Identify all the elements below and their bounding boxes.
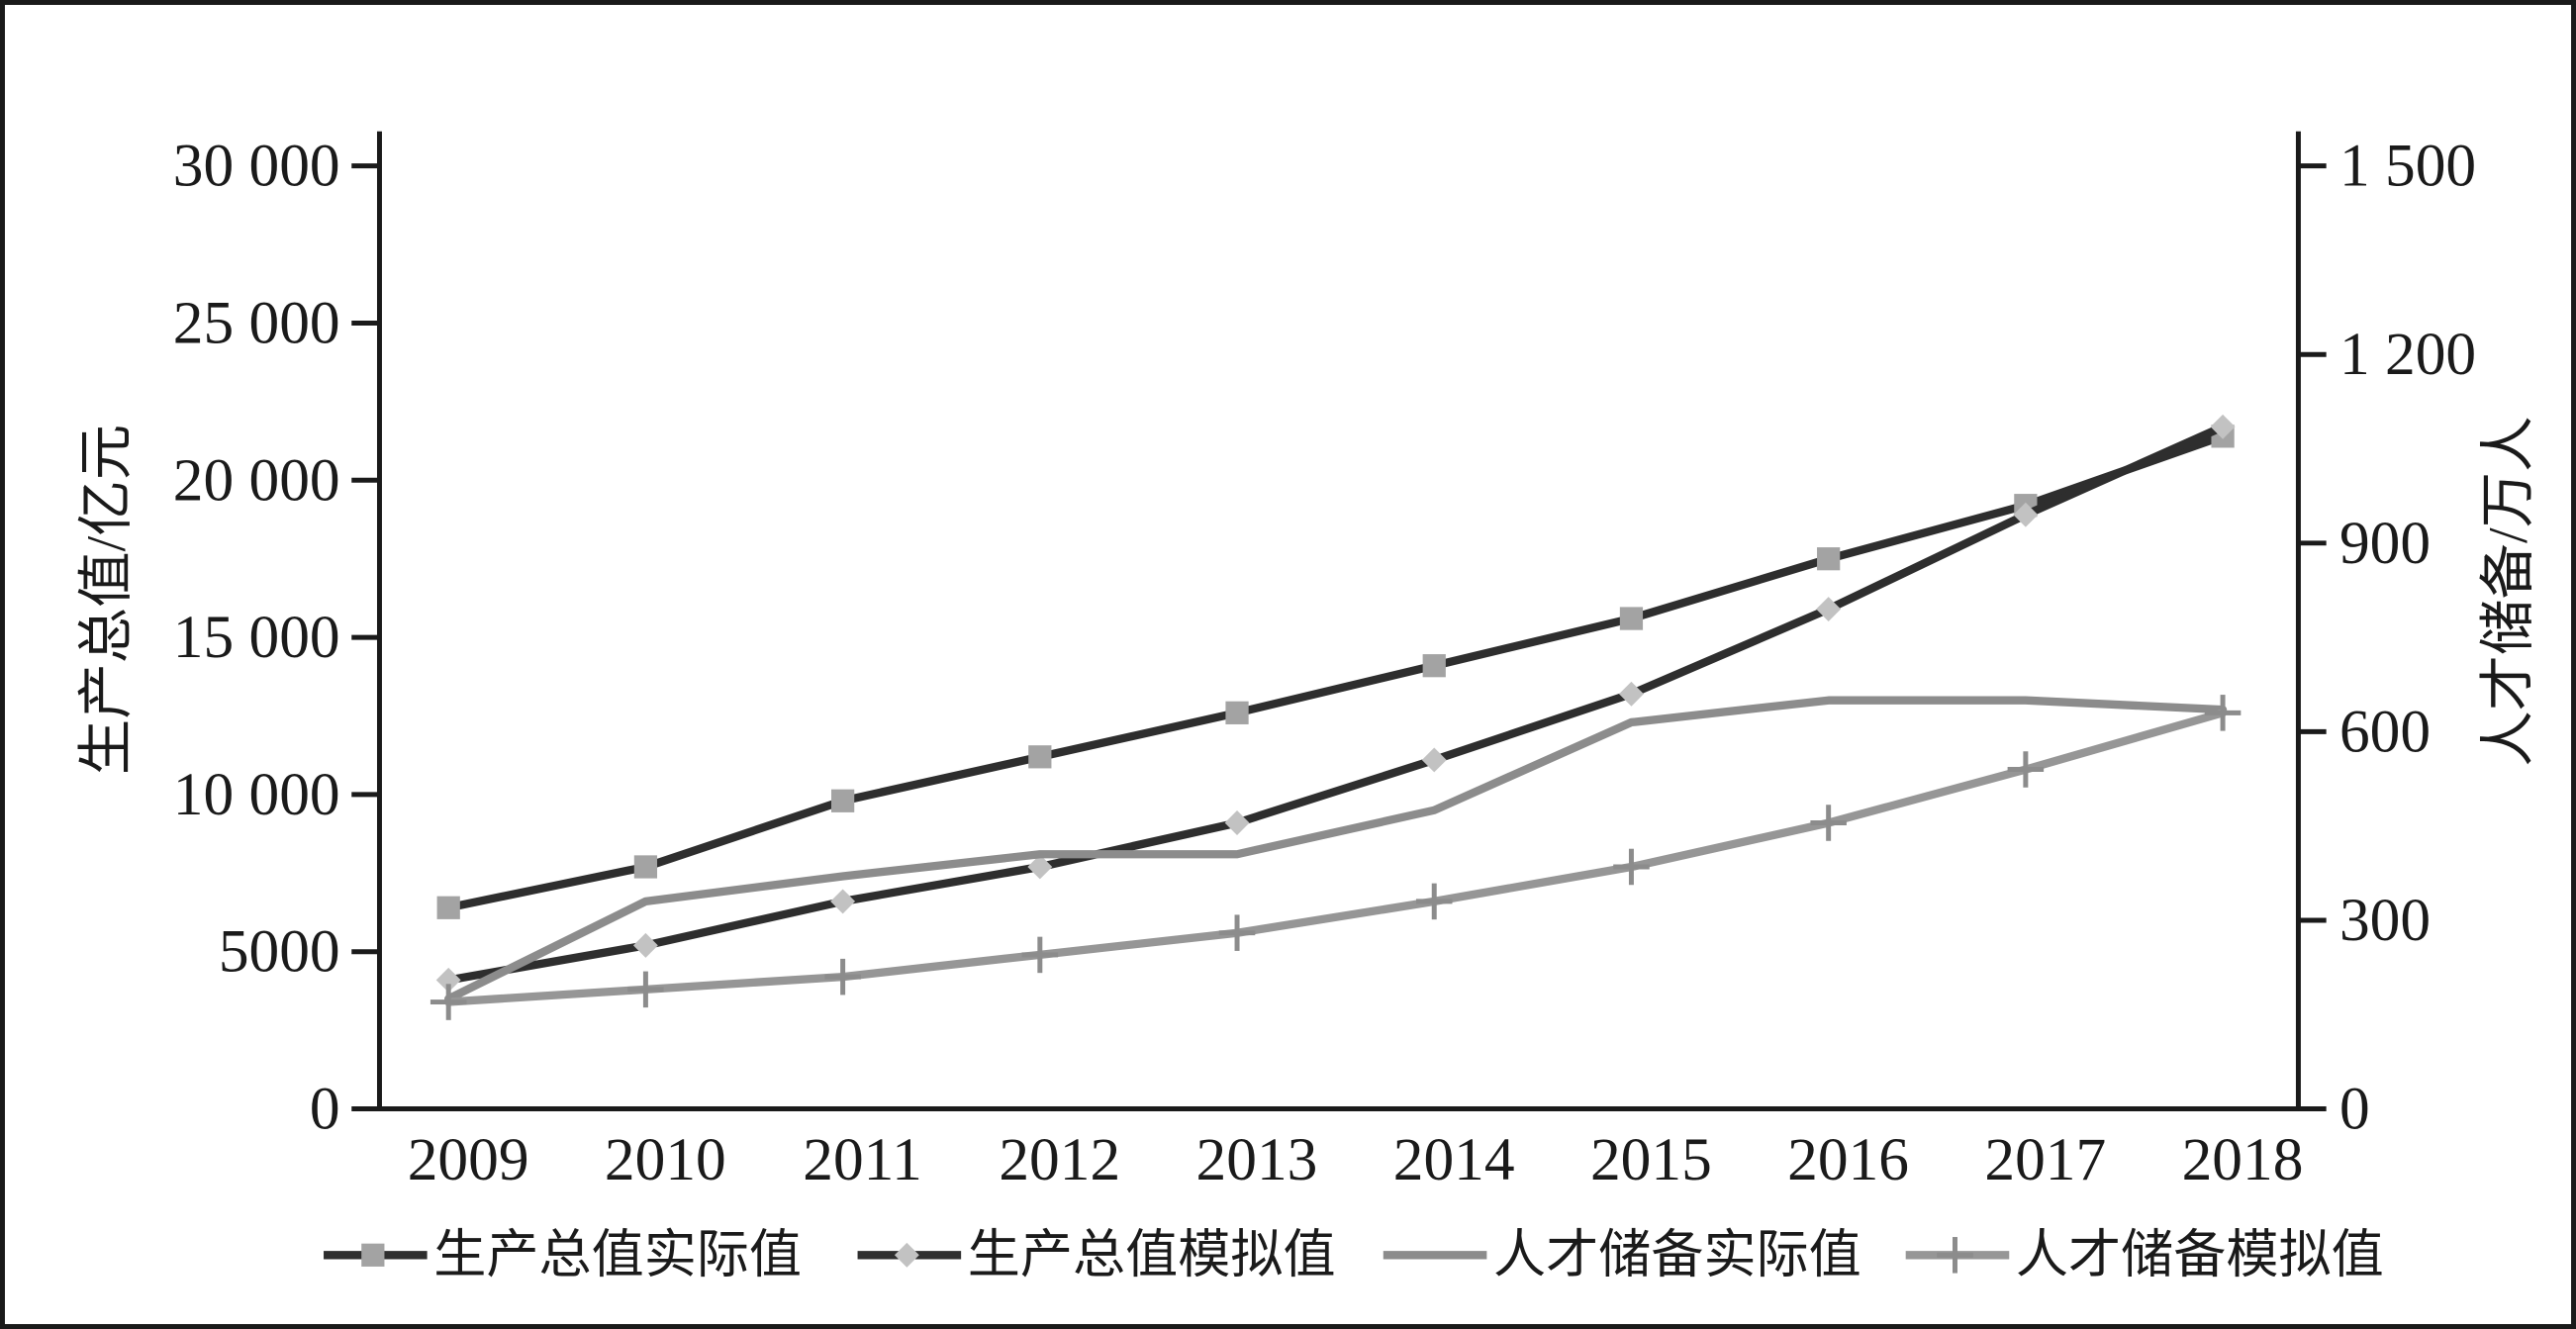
y2-tick-label: 0 bbox=[2339, 1076, 2370, 1143]
legend-item: 生产总值实际值 bbox=[324, 1226, 802, 1283]
series-1-point bbox=[1619, 607, 1644, 630]
series-2-point bbox=[1027, 854, 1053, 880]
legend-item: 生产总值模拟值 bbox=[857, 1226, 1336, 1283]
series-1 bbox=[436, 425, 2235, 919]
series-1-point bbox=[1817, 547, 1841, 571]
legend-label: 生产总值实际值 bbox=[433, 1226, 802, 1283]
legend-swatch-marker bbox=[361, 1243, 385, 1267]
series-2-point bbox=[1619, 681, 1644, 707]
legend-label: 生产总值模拟值 bbox=[968, 1226, 1336, 1283]
series-3 bbox=[444, 696, 2228, 1003]
series-2-point bbox=[632, 932, 658, 958]
legend-item: 人才储备模拟值 bbox=[1905, 1226, 2384, 1283]
series-1-point bbox=[633, 855, 658, 879]
series-3-line bbox=[444, 696, 2228, 1003]
series-2-point bbox=[2013, 502, 2039, 527]
series-4-point bbox=[429, 984, 467, 1020]
y2-tick-label: 600 bbox=[2339, 698, 2431, 765]
x-tick-label: 2011 bbox=[803, 1126, 922, 1193]
x-tick-label: 2013 bbox=[1196, 1126, 1318, 1193]
x-tick-label: 2014 bbox=[1393, 1126, 1515, 1193]
y-axis-title: 生产总值/亿元 bbox=[76, 425, 138, 775]
y2-tick-label: 300 bbox=[2339, 887, 2431, 954]
series-4-point bbox=[1415, 883, 1453, 920]
y-tick-label: 10 000 bbox=[173, 761, 340, 828]
series-2-point bbox=[1816, 597, 1842, 621]
legend-item: 人才储备实际值 bbox=[1383, 1226, 1861, 1283]
series-1-line bbox=[444, 431, 2228, 912]
y2-tick-label: 1 500 bbox=[2339, 133, 2476, 200]
y-tick-label: 5000 bbox=[219, 918, 340, 986]
series-1-point bbox=[436, 896, 460, 919]
series-2-point bbox=[2210, 414, 2236, 439]
series-4-point bbox=[1218, 914, 1256, 951]
y2-axis-title: 人才储备/万人 bbox=[2478, 416, 2539, 766]
x-tick-label: 2016 bbox=[1787, 1126, 1909, 1193]
x-tick-label: 2017 bbox=[1984, 1126, 2106, 1193]
plot-area bbox=[429, 414, 2242, 1020]
series-2-point bbox=[435, 967, 461, 993]
series-4-point bbox=[1021, 936, 1059, 974]
x-tick-label: 2012 bbox=[999, 1126, 1120, 1193]
legend-swatch-marker bbox=[1937, 1237, 1973, 1274]
legend: 生产总值实际值 生产总值模拟值 人才储备实际值 人才储备模拟值 bbox=[324, 1226, 2384, 1283]
x-tick-label: 2009 bbox=[408, 1126, 529, 1193]
legend-label: 人才储备模拟值 bbox=[2016, 1226, 2384, 1283]
y-tick-label: 30 000 bbox=[173, 133, 340, 200]
y-tick-label: 0 bbox=[310, 1076, 340, 1143]
series-4-point bbox=[2204, 695, 2242, 731]
series-1-point bbox=[1028, 745, 1052, 769]
series-1-point bbox=[1422, 654, 1446, 678]
series-2-point bbox=[1224, 810, 1250, 835]
x-tick-label: 2010 bbox=[605, 1126, 726, 1193]
axis-ticks: 0 5000 10 000 15 000 20 000 25 000 30 000 0 300 6… bbox=[173, 133, 2476, 1193]
series-4-point bbox=[627, 971, 664, 1008]
series-4-line bbox=[444, 709, 2228, 1006]
y-tick-label: 20 000 bbox=[173, 446, 340, 514]
x-tick-label: 2018 bbox=[2182, 1126, 2304, 1193]
series-1-point bbox=[830, 789, 855, 812]
series-4-point bbox=[2007, 751, 2045, 788]
series-4 bbox=[429, 695, 2242, 1020]
series-2 bbox=[435, 414, 2236, 993]
series-2-point bbox=[830, 889, 856, 914]
y2-tick-label: 1 200 bbox=[2339, 321, 2476, 388]
series-4-point bbox=[1613, 848, 1650, 886]
series-4-point bbox=[824, 958, 861, 996]
series-4-point bbox=[1810, 805, 1847, 841]
series-2-line bbox=[444, 423, 2228, 985]
legend-label: 人才储备实际值 bbox=[1493, 1226, 1861, 1283]
y-tick-label: 25 000 bbox=[173, 289, 340, 356]
y2-tick-label: 900 bbox=[2339, 510, 2431, 577]
y-tick-label: 15 000 bbox=[173, 604, 340, 671]
x-tick-label: 2015 bbox=[1590, 1126, 1712, 1193]
series-1-point bbox=[1225, 701, 1249, 724]
